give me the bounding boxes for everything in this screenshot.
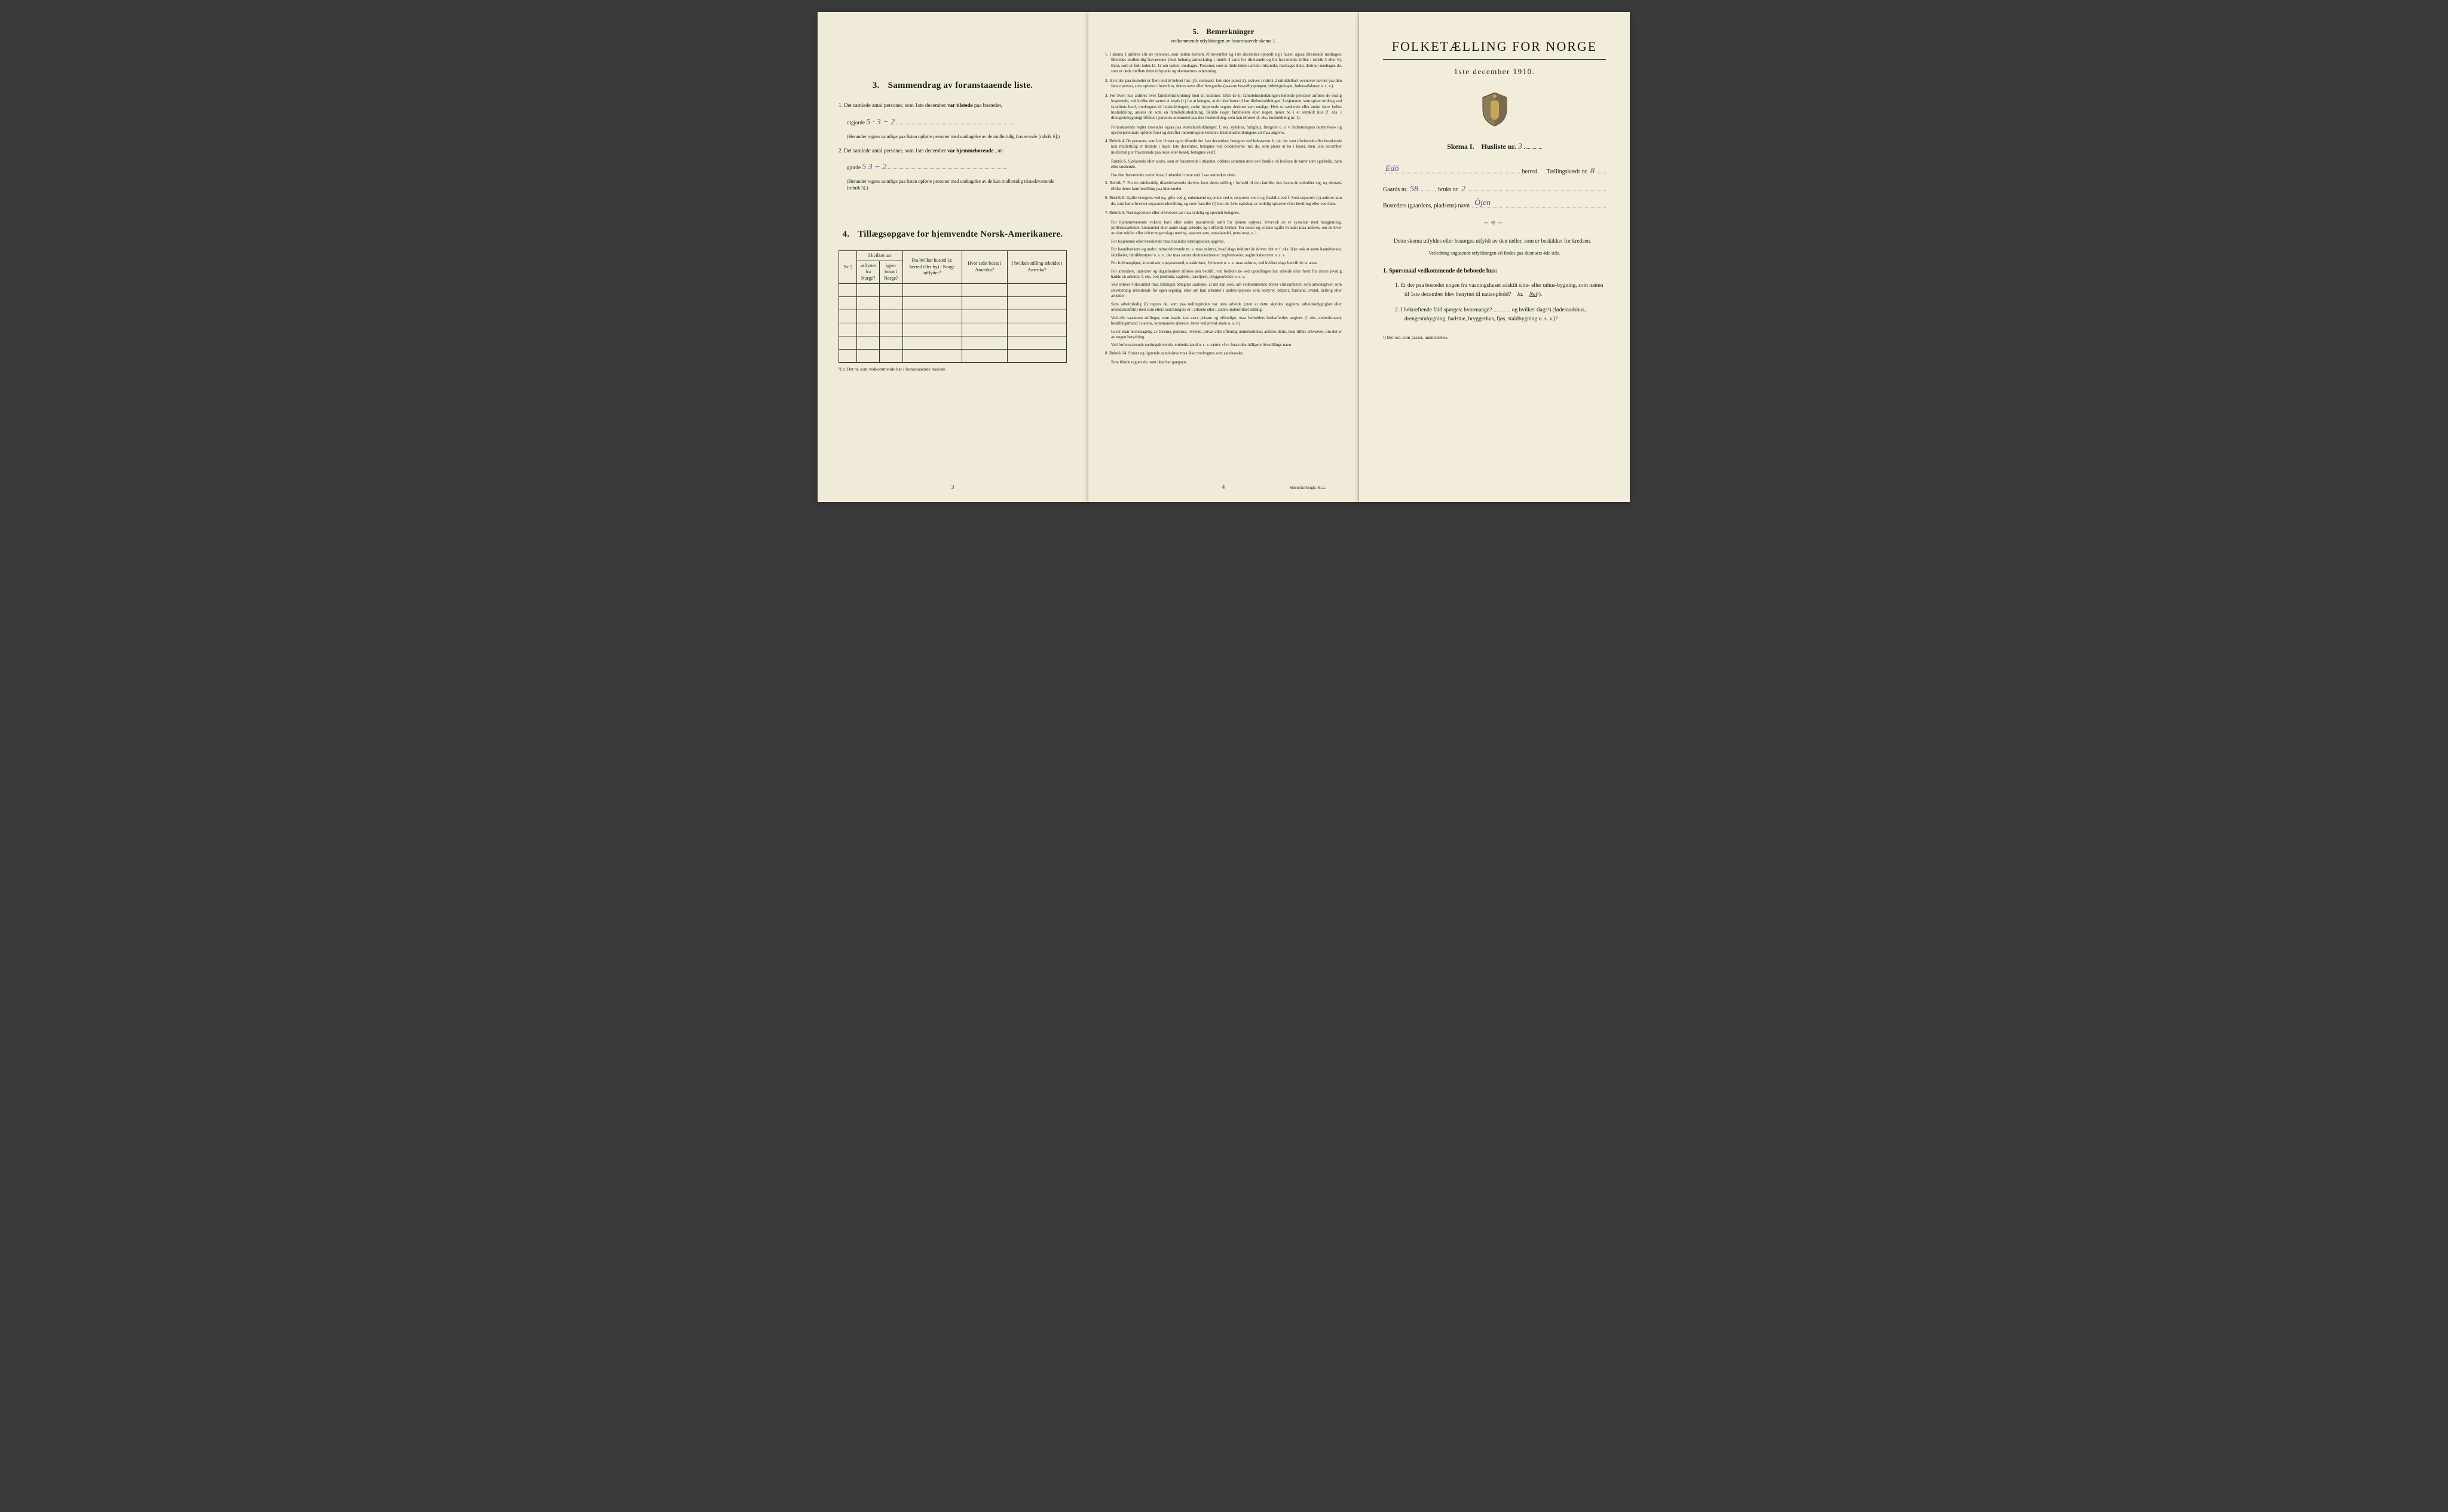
remarks-paragraph: For fuldmægtiger, kontorister, opsynsmæn…	[1111, 261, 1342, 266]
question-1: 1. Er der paa bostedet nogen fra vaaning…	[1395, 281, 1606, 299]
bosted-line: Bostedets (gaardens, pladsens) navn Öjen	[1383, 203, 1606, 209]
husliste-nr-hw: 3	[1518, 142, 1522, 151]
th-sidst: Hvor sidst bosat i Amerika?	[962, 250, 1007, 284]
table-row	[839, 297, 1067, 310]
remarks-paragraph: Ved enhver virksomhet maa stillingen bet…	[1111, 282, 1342, 299]
instruction-sub: Veiledning angaaende utfyldningen vil fi…	[1383, 250, 1606, 256]
krets-nr-hw: 8	[1590, 167, 1595, 176]
th-utflyttet: utflyttet fra Norge?	[857, 261, 879, 283]
table-row	[839, 310, 1067, 323]
remarks-paragraph: 2. Hvis der paa bostedet er flere end ét…	[1105, 78, 1342, 90]
remarks-paragraph: 7. Rubrik 9. Næringsveiens eller erhverv…	[1105, 210, 1342, 216]
section5-subtitle: vedkommende utfyldningen av foranstaaend…	[1105, 38, 1342, 44]
th-igjen: igjen bosat i Norge?	[879, 261, 902, 283]
remarks-paragraph: For losjerende eller besøkende maa likel…	[1111, 239, 1342, 244]
section3-num: 3.	[873, 81, 880, 90]
section4-title-text: Tillægsopgave for hjemvendte Norsk-Ameri…	[858, 229, 1063, 239]
th-bosted: Fra hvilket bosted (ɔ: herred eller by) …	[902, 250, 962, 284]
section3-item1: 1. Det samlede antal personer, som 1ste …	[839, 102, 1067, 110]
printer-mark: Steen'ske Bogtr. Kr.a.	[1289, 485, 1326, 490]
table-row	[839, 323, 1067, 336]
remarks-paragraph: For arbeidere, inderster og dagarbeidere…	[1111, 269, 1342, 280]
remarks-paragraph: 1. I skema 1 anføres alle de personer, s…	[1105, 52, 1342, 75]
remarks-paragraph: For hjemmeværende voksne barn eller andr…	[1111, 220, 1342, 237]
table-row	[839, 284, 1067, 297]
remarks-paragraph: Som arbeidsledig (l) regnes de, som paa …	[1111, 302, 1342, 313]
remarks-paragraph: 3. For hvert hus anføres hver familiehus…	[1105, 93, 1342, 121]
page3-footnote: ¹) Det ord, som passer, understrekes.	[1383, 335, 1606, 340]
page1-number: 3	[951, 484, 954, 490]
nei-underlined: Nei	[1529, 292, 1537, 298]
question-heading: 1. Spørsmaal vedkommende de beboede hus:	[1383, 268, 1606, 274]
question-2: 2. I bekræftende fald spørges: hvormange…	[1395, 306, 1606, 324]
section3-item2: 2. Det samlede antal personer, som 1ste …	[839, 147, 1067, 155]
remarks-paragraph: 4. Rubrik 4. De personer, som bor i huse…	[1105, 139, 1342, 155]
table-row	[839, 336, 1067, 350]
section3-item1-line2: utgjorde 5 · 3 − 2	[847, 116, 1067, 128]
title-rule	[1383, 59, 1606, 60]
remarks-paragraph: 6. Rubrik 8. Ugifte betegnes ved ug, gif…	[1105, 195, 1342, 207]
page-right: FOLKETÆLLING FOR NORGE 1ste december 191…	[1359, 12, 1630, 502]
remarks-paragraph: Har den fraværende været bosat i utlande…	[1111, 173, 1342, 178]
herred-line: Edö herred. Tællingskreds nr. 8	[1383, 167, 1606, 176]
remarks-paragraph: Ved forhenværende næringsdrivende, embed…	[1111, 342, 1342, 348]
section4-title: 4. Tillægsopgave for hjemvendte Norsk-Am…	[839, 229, 1067, 240]
remarks-paragraph: Ved alle saadanne stillinger, som baade …	[1111, 316, 1342, 327]
th-aar: I hvilket aar	[857, 250, 902, 261]
section3-title: 3. Sammendrag av foranstaaende liste.	[839, 81, 1067, 91]
page-middle: 5. Bemerkninger vedkommende utfyldningen…	[1088, 12, 1359, 502]
remarks-paragraph: 5. Rubrik 7. For de midlertidig tilstede…	[1105, 180, 1342, 192]
herred-hw: Edö	[1385, 164, 1399, 174]
main-subtitle: 1ste december 1910.	[1383, 67, 1606, 76]
instruction-text: Dette skema utfyldes eller besørges utfy…	[1383, 237, 1606, 246]
section3-item2-line2: gjorde 5 3 − 2	[847, 161, 1067, 173]
remarks-paragraph: Rubrik 6. Sjøfarende eller andre, som er…	[1111, 159, 1342, 170]
th-nr: Nr.¹)	[839, 250, 857, 284]
page-left: 3. Sammendrag av foranstaaende liste. 1.…	[818, 12, 1088, 502]
item1-handwritten: 5 · 3 − 2	[866, 118, 895, 127]
section3-title-text: Sammendrag av foranstaaende liste.	[888, 81, 1033, 90]
page2-number: 4	[1222, 484, 1225, 490]
coat-of-arms-icon	[1480, 91, 1510, 127]
item2-handwritten: 5 3 − 2	[862, 163, 886, 172]
remarks-paragraph: Som blinde regnes de, som ikke har gangs…	[1111, 360, 1342, 365]
skema-line: Skema I. Husliste nr. 3	[1383, 142, 1606, 152]
ornament-divider: ─※─	[1383, 220, 1606, 227]
section3-item2-note: (Herunder regnes samtlige paa listen opf…	[847, 178, 1067, 191]
section4-num: 4.	[843, 229, 850, 239]
remarks-paragraph: Lever man hovedsagelig av formue, pensio…	[1111, 329, 1342, 341]
remarks-paragraph: For haandverkere og andre industridriven…	[1111, 247, 1342, 258]
table-row	[839, 350, 1067, 363]
gaards-nr-hw: 58	[1410, 185, 1418, 194]
section5-title: 5. Bemerkninger	[1105, 27, 1342, 36]
section4-footnote: ¹) ɔ: Det nr. som vedkommende har i fora…	[839, 366, 1067, 372]
bruks-nr-hw: 2	[1461, 185, 1465, 194]
section5-body: 1. I skema 1 anføres alle de personer, s…	[1105, 52, 1342, 366]
remarks-paragraph: 8. Rubrik 14. Sinker og lignende aandssl…	[1105, 351, 1342, 356]
section3-item1-note: (Herunder regnes samtlige paa listen opf…	[847, 133, 1067, 140]
gaards-line: Gaards nr. 58 , bruks nr. 2	[1383, 185, 1606, 194]
main-title: FOLKETÆLLING FOR NORGE	[1383, 39, 1606, 54]
bosted-hw: Öjen	[1474, 198, 1491, 208]
remarks-paragraph: Foranstaaende regler anvendes ogsaa paa …	[1111, 125, 1342, 136]
section4-table: Nr.¹) I hvilket aar Fra hvilket bosted (…	[839, 250, 1067, 363]
th-stilling: I hvilken stilling arbeidet i Amerika?	[1007, 250, 1066, 284]
